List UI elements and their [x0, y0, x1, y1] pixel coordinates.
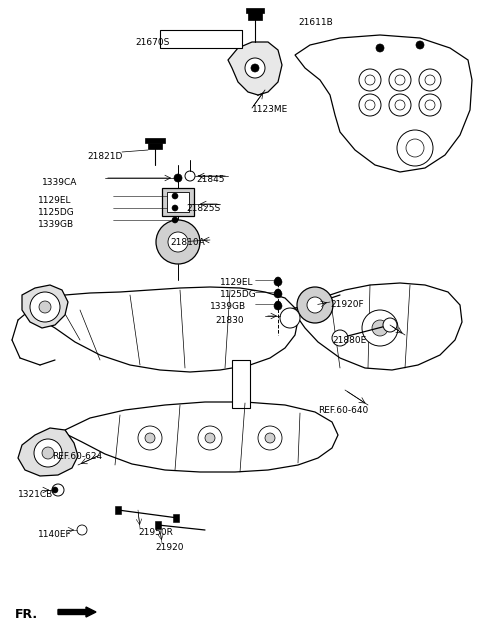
Text: REF.60-640: REF.60-640 [318, 406, 368, 415]
Bar [162, 188, 194, 216]
Circle shape [425, 100, 435, 110]
Polygon shape [295, 283, 462, 370]
Circle shape [280, 308, 300, 328]
Text: 21950R: 21950R [138, 528, 173, 537]
Circle shape [39, 301, 51, 313]
Bar [167, 192, 189, 212]
Text: 21821D: 21821D [87, 152, 122, 161]
Text: 21611B: 21611B [298, 18, 333, 27]
Text: 21810A: 21810A [170, 238, 205, 247]
Circle shape [406, 139, 424, 157]
Circle shape [138, 426, 162, 450]
Bar [173, 514, 179, 522]
Circle shape [251, 64, 259, 72]
Circle shape [332, 330, 348, 346]
Polygon shape [65, 402, 338, 472]
Circle shape [30, 292, 60, 322]
Circle shape [365, 100, 375, 110]
Circle shape [383, 318, 397, 332]
Circle shape [77, 525, 87, 535]
Text: 1123ME: 1123ME [252, 105, 288, 114]
Bar [145, 138, 165, 143]
Circle shape [205, 433, 215, 443]
Text: 1129EL: 1129EL [38, 196, 72, 205]
Circle shape [34, 439, 62, 467]
Circle shape [145, 433, 155, 443]
Polygon shape [30, 287, 298, 372]
Text: 1339GB: 1339GB [210, 302, 246, 311]
Text: 1125DG: 1125DG [38, 208, 75, 217]
Circle shape [365, 75, 375, 85]
Text: 1129EL: 1129EL [220, 278, 253, 287]
Circle shape [174, 174, 182, 182]
Text: 21670S: 21670S [135, 38, 169, 47]
Text: 21825S: 21825S [186, 204, 220, 213]
Circle shape [172, 193, 178, 199]
Text: FR.: FR. [15, 608, 38, 621]
Circle shape [397, 130, 433, 166]
Circle shape [389, 94, 411, 116]
Text: 21830: 21830 [215, 316, 244, 325]
Circle shape [419, 94, 441, 116]
Circle shape [265, 433, 275, 443]
Polygon shape [228, 42, 282, 95]
Bar [148, 143, 162, 149]
Circle shape [307, 297, 323, 313]
Circle shape [198, 426, 222, 450]
Circle shape [274, 290, 282, 298]
Circle shape [389, 69, 411, 91]
Bar [246, 8, 264, 13]
Circle shape [52, 487, 58, 493]
Circle shape [275, 277, 281, 283]
Text: 1125DG: 1125DG [220, 290, 257, 299]
Circle shape [376, 44, 384, 52]
Bar [155, 521, 161, 529]
Text: 1339GB: 1339GB [38, 220, 74, 229]
Circle shape [172, 217, 178, 223]
Bar [248, 12, 262, 20]
Text: 21920F: 21920F [330, 300, 364, 309]
FancyArrow shape [58, 607, 96, 617]
Circle shape [395, 75, 405, 85]
Bar [232, 360, 250, 408]
Circle shape [258, 426, 282, 450]
Circle shape [275, 289, 281, 295]
Text: 21845: 21845 [196, 175, 225, 184]
Text: 1339CA: 1339CA [42, 178, 77, 187]
Text: REF.60-624: REF.60-624 [52, 452, 102, 461]
Circle shape [395, 100, 405, 110]
Circle shape [274, 302, 282, 310]
Text: 21920: 21920 [155, 543, 183, 552]
Circle shape [425, 75, 435, 85]
Polygon shape [18, 428, 78, 476]
Circle shape [275, 301, 281, 307]
Bar [115, 506, 121, 514]
Circle shape [52, 484, 64, 496]
Polygon shape [22, 285, 68, 328]
Circle shape [297, 287, 333, 323]
Circle shape [416, 41, 424, 49]
Circle shape [372, 320, 388, 336]
Circle shape [42, 447, 54, 459]
Circle shape [245, 58, 265, 78]
Bar [160, 30, 242, 48]
Text: 1140EF: 1140EF [38, 530, 72, 539]
Circle shape [156, 220, 200, 264]
Circle shape [185, 171, 195, 181]
Circle shape [172, 205, 178, 211]
Circle shape [359, 94, 381, 116]
Circle shape [419, 69, 441, 91]
Text: 1321CB: 1321CB [18, 490, 53, 499]
Polygon shape [295, 35, 472, 172]
Circle shape [168, 232, 188, 252]
Text: 21880E: 21880E [332, 336, 366, 345]
Circle shape [274, 278, 282, 286]
Circle shape [359, 69, 381, 91]
Circle shape [362, 310, 398, 346]
